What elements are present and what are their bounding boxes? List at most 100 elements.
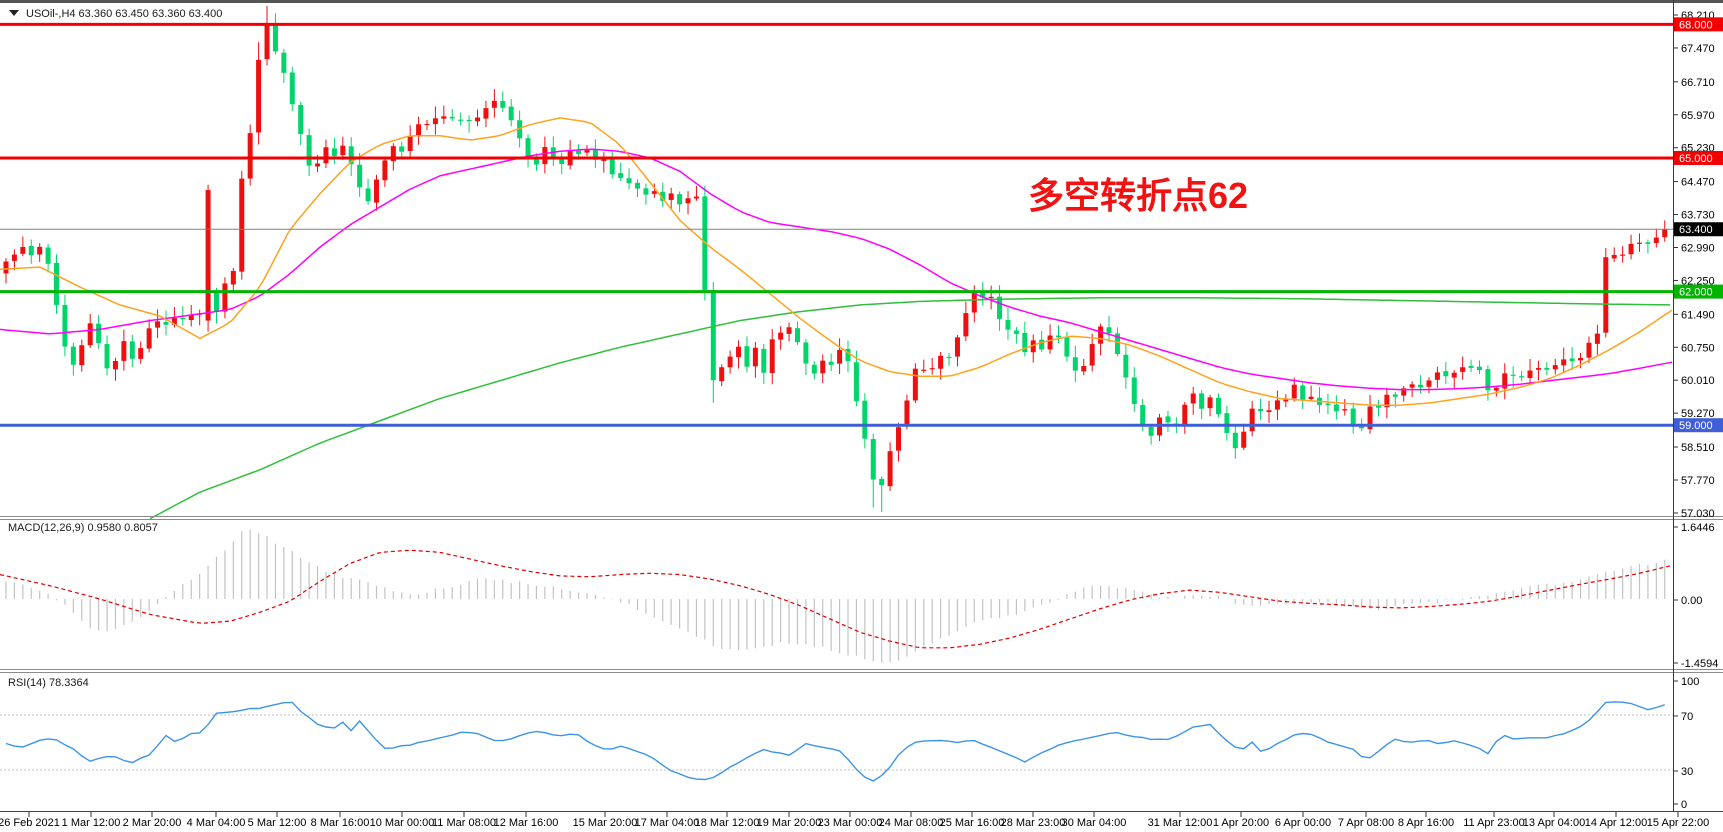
candle xyxy=(1291,384,1297,399)
price-tick-label: 62.990 xyxy=(1681,242,1715,254)
candle xyxy=(1502,373,1508,389)
rsi-panel[interactable] xyxy=(0,673,1673,811)
candle xyxy=(121,341,127,361)
horizontal-level-lines[interactable] xyxy=(0,22,1673,427)
candle xyxy=(904,400,910,427)
candle xyxy=(1401,388,1407,396)
time-tick-label: 5 Mar 12:00 xyxy=(248,817,307,829)
candle xyxy=(1249,408,1255,432)
time-tick-label: 25 Mar 16:00 xyxy=(940,817,1005,829)
candle xyxy=(1375,405,1381,408)
candle xyxy=(1165,416,1171,423)
candle xyxy=(323,147,329,164)
time-tick-label: 8 Apr 16:00 xyxy=(1398,817,1454,829)
candle xyxy=(1190,393,1196,404)
candle xyxy=(256,59,262,133)
candle xyxy=(1047,335,1053,350)
candle xyxy=(272,25,278,52)
candle xyxy=(1460,367,1466,372)
candle xyxy=(365,188,371,202)
candle xyxy=(879,478,885,486)
candle xyxy=(778,332,784,340)
rsi-scale-label: 70 xyxy=(1681,711,1693,723)
price-tick-label: 66.710 xyxy=(1681,77,1715,89)
moving-average-lines xyxy=(0,117,1673,520)
candle xyxy=(214,291,219,312)
candle xyxy=(1283,398,1289,402)
candle xyxy=(1384,394,1390,408)
candle xyxy=(112,361,118,370)
candle xyxy=(660,191,666,201)
price-tick-label: 58.510 xyxy=(1681,442,1715,454)
candle xyxy=(1443,371,1449,377)
candle xyxy=(769,339,775,374)
candle xyxy=(693,196,699,199)
candle xyxy=(862,400,868,439)
candle xyxy=(1350,408,1356,427)
price-axis[interactable] xyxy=(1674,0,1723,812)
candle xyxy=(340,145,346,156)
candle xyxy=(1224,413,1230,433)
candle xyxy=(592,149,598,160)
time-tick-label: 11 Mar 08:00 xyxy=(432,817,496,829)
candle xyxy=(1274,400,1280,410)
time-tick-label: 12 Mar 16:00 xyxy=(494,817,559,829)
candle xyxy=(441,116,447,119)
rsi-series xyxy=(0,701,1673,782)
candle xyxy=(1148,426,1154,436)
candle xyxy=(500,101,506,108)
candle xyxy=(685,198,691,204)
price-panel[interactable] xyxy=(0,4,1673,517)
price-tick-label: 64.470 xyxy=(1681,177,1715,189)
candle xyxy=(1359,425,1365,429)
annotation-text[interactable]: 多空转折点62 xyxy=(1028,175,1248,216)
candle xyxy=(1215,397,1221,415)
candle xyxy=(1182,404,1188,426)
candle xyxy=(971,291,977,313)
candle xyxy=(138,348,144,359)
candle xyxy=(1241,431,1247,448)
candle xyxy=(1586,342,1592,358)
candlestick-series xyxy=(3,6,1668,513)
candle xyxy=(988,296,994,299)
candle xyxy=(1030,340,1036,353)
candle xyxy=(104,344,110,369)
time-tick-label: 8 Mar 16:00 xyxy=(311,817,370,829)
price-tick-label: 57.030 xyxy=(1681,508,1715,520)
candle xyxy=(643,188,649,195)
macd-scale-label: -1.4594 xyxy=(1681,658,1718,670)
candle xyxy=(1013,330,1019,334)
candle xyxy=(390,146,396,162)
rsi-scale-label: 100 xyxy=(1681,676,1699,688)
rsi-scale-label: 30 xyxy=(1681,766,1693,778)
triangle-down-icon[interactable] xyxy=(9,10,19,16)
macd-scale-label: 0.00 xyxy=(1681,595,1702,607)
candle xyxy=(1367,406,1373,430)
candle xyxy=(1081,365,1087,372)
candle xyxy=(1258,408,1264,412)
candle xyxy=(37,246,43,255)
candle xyxy=(508,106,514,121)
candle xyxy=(1620,254,1626,256)
panel-frame xyxy=(0,0,1723,812)
candle xyxy=(887,451,893,487)
candle xyxy=(205,190,211,321)
candle xyxy=(584,149,590,153)
time-tick-label: 11 Apr 23:00 xyxy=(1463,817,1525,829)
time-axis[interactable] xyxy=(0,812,1723,832)
candle xyxy=(70,346,76,365)
candle xyxy=(1106,327,1112,334)
candle xyxy=(1392,394,1398,397)
macd-panel[interactable] xyxy=(0,520,1673,669)
candle xyxy=(230,270,236,285)
time-tick-label: 15 Mar 20:00 xyxy=(573,817,638,829)
candle xyxy=(1140,405,1146,426)
candle xyxy=(559,158,565,164)
candle xyxy=(247,133,253,179)
candle xyxy=(357,164,363,188)
macd-signal-line xyxy=(0,549,1674,649)
candle xyxy=(1544,367,1550,370)
candle xyxy=(1662,229,1668,238)
